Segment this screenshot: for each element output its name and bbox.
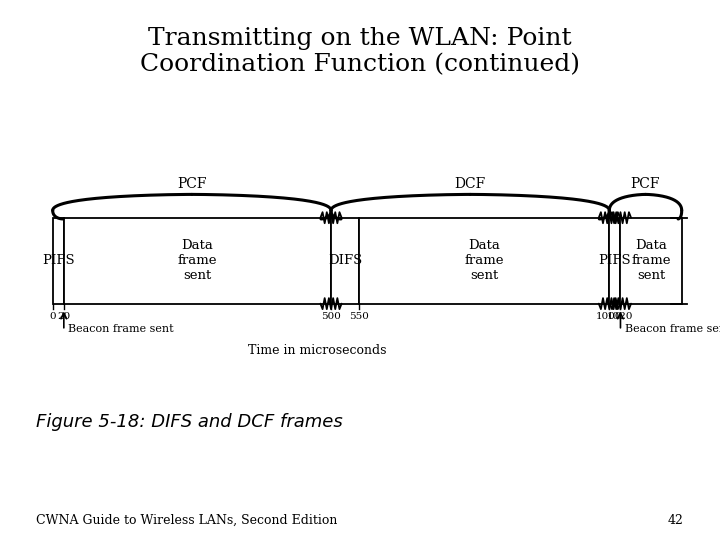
Text: 1020: 1020: [607, 312, 634, 321]
Text: Data
frame
sent: Data frame sent: [464, 239, 504, 282]
Bar: [64, 218, 331, 303]
Bar: [331, 218, 359, 303]
Text: Beacon frame sent: Beacon frame sent: [625, 325, 720, 334]
Text: CWNA Guide to Wireless LANs, Second Edition: CWNA Guide to Wireless LANs, Second Edit…: [36, 514, 338, 526]
Text: DCF: DCF: [454, 177, 486, 191]
Text: Time in microseconds: Time in microseconds: [248, 344, 386, 357]
Text: 550: 550: [349, 312, 369, 321]
Bar: [53, 218, 64, 303]
Text: PCF: PCF: [177, 177, 207, 191]
Text: 500: 500: [321, 312, 341, 321]
Text: Data
frame
sent: Data frame sent: [178, 239, 217, 282]
Text: 20: 20: [57, 312, 71, 321]
Text: 42: 42: [668, 514, 684, 526]
Text: Beacon frame sent: Beacon frame sent: [68, 325, 174, 334]
Text: 0: 0: [50, 312, 56, 321]
Text: PIFS: PIFS: [598, 254, 631, 267]
Text: Data
frame
sent: Data frame sent: [631, 239, 671, 282]
Text: PIFS: PIFS: [42, 254, 75, 267]
Bar: [621, 218, 682, 303]
Text: Transmitting on the WLAN: Point
Coordination Function (continued): Transmitting on the WLAN: Point Coordina…: [140, 27, 580, 77]
Bar: [359, 218, 609, 303]
Text: Figure 5-18: DIFS and DCF frames: Figure 5-18: DIFS and DCF frames: [36, 413, 343, 431]
Text: 1000: 1000: [596, 312, 623, 321]
Bar: [609, 218, 621, 303]
Text: PCF: PCF: [631, 177, 660, 191]
Text: DIFS: DIFS: [328, 254, 362, 267]
